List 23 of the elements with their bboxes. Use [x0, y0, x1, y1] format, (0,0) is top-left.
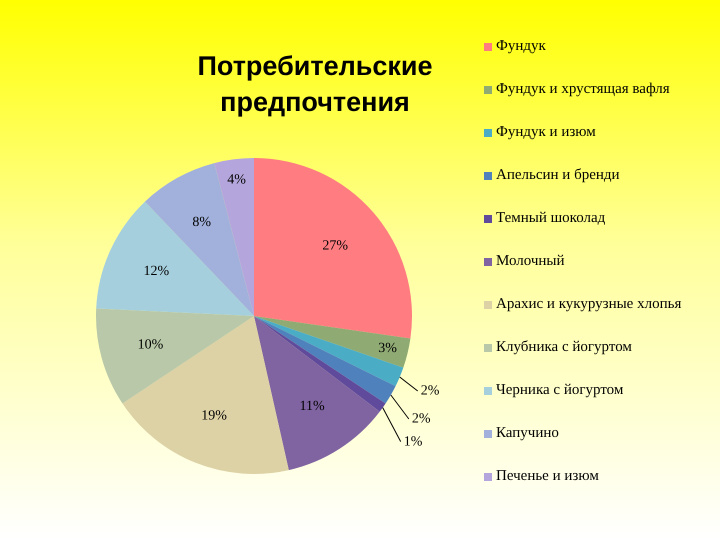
data-label: 12% [143, 264, 170, 280]
data-label: 10% [138, 337, 164, 352]
legend-label: Черника с йогуртом [496, 382, 624, 399]
legend-label: Клубника с йогуртом [496, 339, 632, 356]
legend-label: Фундук [496, 38, 546, 55]
legend-label: Капучино [496, 425, 559, 442]
data-label: 3% [378, 341, 398, 356]
legend-label: Арахис и кукурузные хлопья [496, 296, 682, 313]
data-label: 4% [227, 172, 246, 188]
data-label: 19% [201, 408, 228, 424]
legend-label: Молочный [496, 253, 565, 270]
data-label: 1% [404, 434, 423, 450]
legend-label: Апельсин и бренди [496, 167, 620, 184]
text: Потребительские предпочтения [196, 50, 434, 119]
legend-label: Печенье и изюм [496, 468, 599, 485]
data-label: 2% [412, 412, 431, 427]
legend-label: Фундук и хрустящая вафля [496, 81, 670, 98]
data-label: 2% [420, 384, 440, 399]
data-label: 11% [300, 399, 325, 414]
data-label: 27% [322, 238, 348, 254]
legend-label: Фундук и изюм [496, 124, 596, 141]
data-label: 8% [192, 214, 212, 230]
legend-label: Темный шоколад [496, 210, 606, 227]
